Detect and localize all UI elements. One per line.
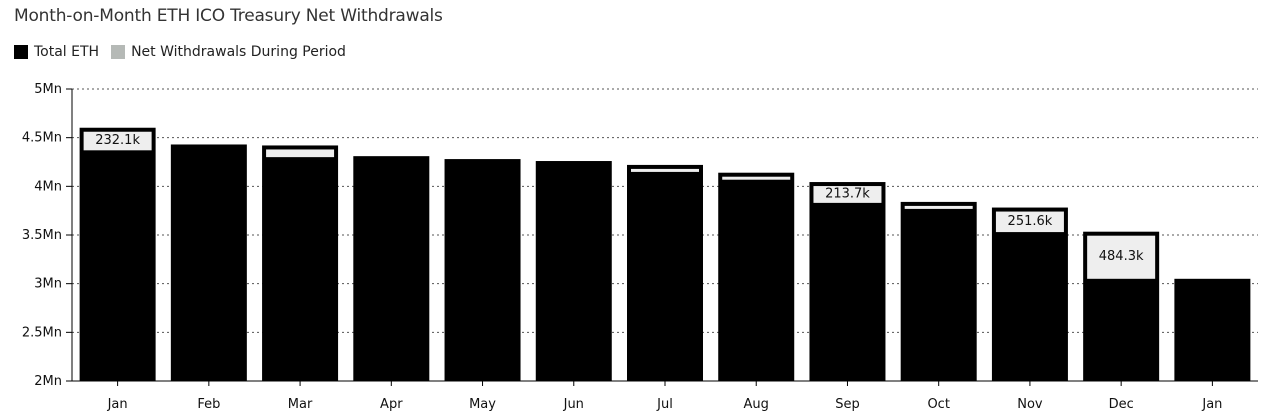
bar-total-eth (170, 144, 247, 381)
y-tick-label: 3Mn (34, 277, 62, 292)
bar-total-eth (809, 182, 886, 381)
bar-total-eth (262, 145, 339, 381)
bar-total-eth (900, 201, 977, 381)
bar-total-eth (1174, 278, 1251, 381)
bar-total-eth (79, 127, 156, 381)
data-label: 484.3k (1099, 249, 1144, 264)
legend-item-net-withdrawals[interactable]: Net Withdrawals During Period (111, 44, 346, 60)
x-tick-label: Dec (1109, 397, 1134, 412)
legend-label-total-eth: Total ETH (34, 44, 100, 60)
x-tick-label: Oct (927, 397, 949, 412)
chart-title: Month-on-Month ETH ICO Treasury Net With… (14, 6, 443, 26)
x-tick-label: Mar (288, 397, 313, 412)
data-label: 251.6k (1008, 214, 1053, 229)
x-tick-label: Feb (197, 397, 220, 412)
bar-net-withdrawal (1087, 235, 1156, 279)
x-tick-label: Nov (1017, 397, 1043, 412)
x-tick-label: Apr (380, 397, 403, 412)
x-tick-label: Aug (744, 397, 769, 412)
x-tick-label: Jan (1201, 397, 1222, 412)
data-label: 232.1k (95, 133, 140, 148)
data-label: 213.7k (825, 186, 870, 201)
bar-net-withdrawal (83, 131, 152, 151)
legend: Total ETH Net Withdrawals During Period (14, 44, 358, 60)
bar-total-eth (535, 161, 612, 381)
legend-label-net-withdrawals: Net Withdrawals During Period (131, 44, 346, 60)
bar-total-eth (353, 156, 430, 381)
legend-swatch-total-eth (14, 45, 28, 59)
legend-item-total-eth[interactable]: Total ETH (14, 44, 99, 60)
y-tick-label: 2Mn (34, 374, 62, 389)
y-tick-label: 3.5Mn (22, 228, 62, 243)
y-tick-label: 4Mn (34, 179, 62, 194)
bar-net-withdrawal (995, 211, 1064, 233)
bar-total-eth (718, 172, 795, 381)
x-tick-label: May (469, 397, 496, 412)
x-tick-label: Jul (656, 397, 673, 412)
bar-total-eth (991, 207, 1068, 381)
bar-net-withdrawal (813, 186, 882, 203)
x-tick-label: Jan (107, 397, 128, 412)
x-tick-label: Sep (835, 397, 860, 412)
legend-swatch-net-withdrawals (111, 45, 126, 59)
x-tick-label: Jun (563, 397, 584, 412)
y-tick-label: 5Mn (34, 82, 62, 97)
y-tick-label: 2.5Mn (22, 325, 62, 340)
bar-net-withdrawal (904, 205, 973, 209)
y-tick-label: 4.5Mn (22, 131, 62, 146)
bar-total-eth (627, 164, 703, 381)
bar-net-withdrawal (722, 176, 791, 180)
bar-total-eth (444, 159, 521, 381)
bar-net-withdrawal (631, 168, 699, 172)
bar-net-withdrawal (266, 149, 335, 158)
